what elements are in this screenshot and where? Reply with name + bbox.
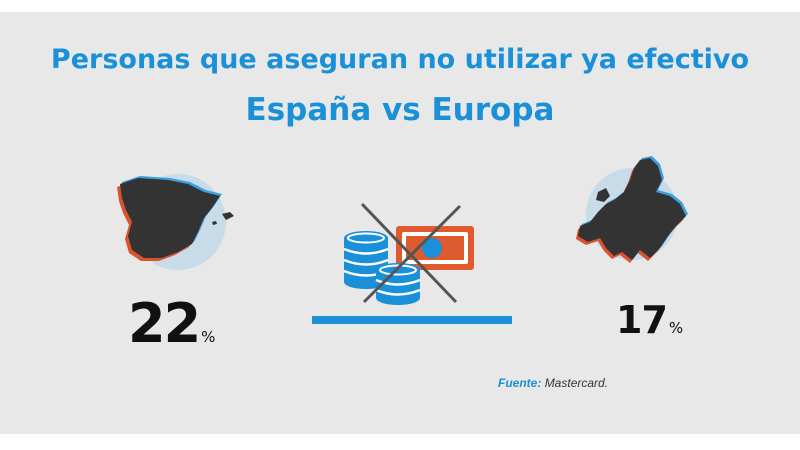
spain-map-icon	[117, 174, 234, 270]
source-name: Mastercard.	[544, 376, 609, 390]
europe-map-icon	[576, 156, 688, 263]
banknote-coin-mark	[422, 238, 442, 258]
balearic-islet	[212, 221, 217, 225]
europe-map-shape	[578, 158, 686, 260]
balearic-islands	[222, 212, 234, 220]
europe-percentage-value: 17	[616, 298, 668, 342]
spain-percentage-value: 22	[128, 292, 201, 355]
british-isles	[596, 188, 610, 202]
cross-line-2	[362, 204, 462, 304]
no-cash-icon	[312, 202, 512, 324]
spain-percentage: 22%	[128, 292, 215, 355]
europe-percentage: 17%	[616, 298, 683, 342]
europe-percentage-unit: %	[668, 319, 683, 337]
spain-percentage-unit: %	[201, 328, 215, 346]
cross-line-1	[360, 202, 458, 304]
title-line-2: España vs Europa	[245, 92, 555, 128]
source-note: Fuente: Mastercard.	[498, 376, 608, 390]
base-bar	[312, 316, 512, 324]
title-line-1: Personas que aseguran no utilizar ya efe…	[50, 44, 750, 75]
coin-stack-left-icon	[343, 231, 389, 289]
spain-map-shape	[120, 178, 220, 258]
source-label: Fuente:	[498, 376, 542, 390]
